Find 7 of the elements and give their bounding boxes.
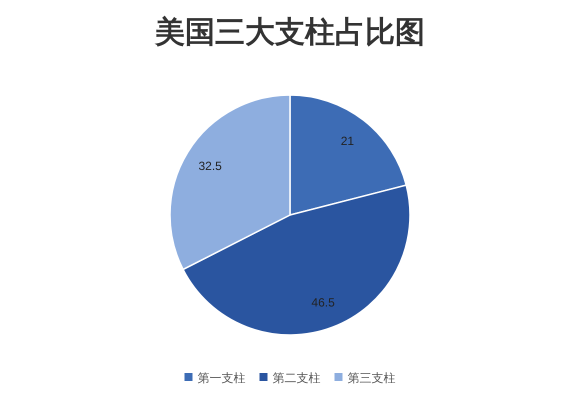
- data-label: 32.5: [198, 159, 222, 174]
- data-label: 46.5: [311, 296, 336, 310]
- legend-label: 第二支柱: [272, 371, 320, 385]
- legend-label: 第一支柱: [198, 371, 246, 385]
- data-label: 21: [340, 134, 354, 148]
- legend-label: 第三支柱: [348, 371, 396, 385]
- chart-title: 美国三大支柱占比图: [154, 15, 425, 49]
